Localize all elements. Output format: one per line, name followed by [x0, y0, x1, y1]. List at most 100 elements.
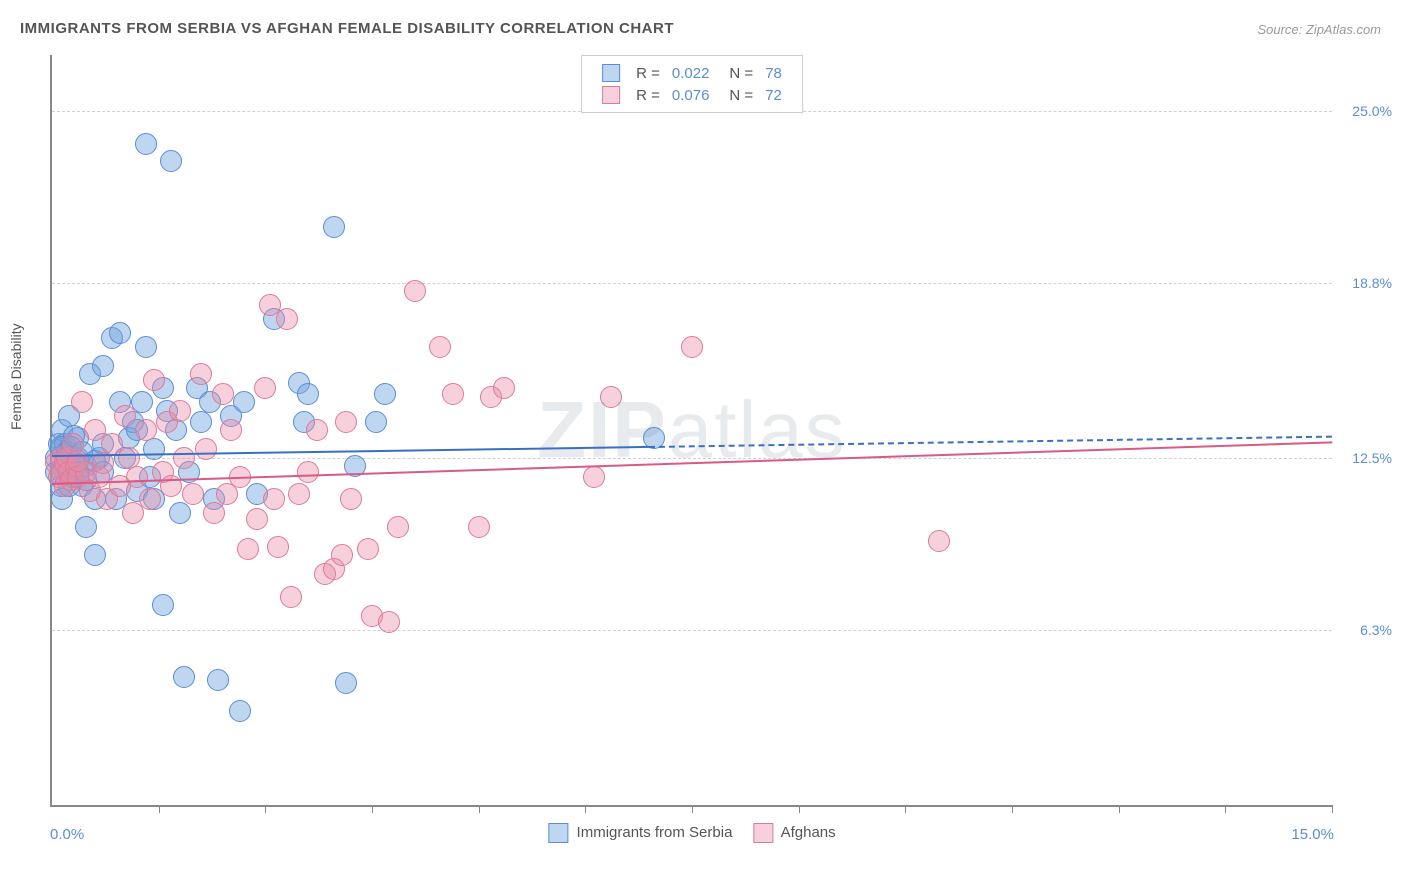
y-tick-label: 25.0%: [1337, 103, 1392, 119]
x-tick: [372, 805, 373, 813]
x-tick: [1225, 805, 1226, 813]
point-afghans: [583, 466, 605, 488]
point-afghans: [237, 538, 259, 560]
legend-row-afghans: R = 0.076 N = 72: [596, 84, 788, 106]
x-tick: [799, 805, 800, 813]
point-serbia: [109, 322, 131, 344]
point-afghans: [114, 405, 136, 427]
point-serbia: [143, 438, 165, 460]
swatch-serbia-bottom: [548, 823, 568, 843]
y-axis-label: Female Disability: [8, 323, 24, 430]
point-afghans: [169, 400, 191, 422]
gridline: [52, 630, 1332, 631]
y-tick-label: 12.5%: [1337, 450, 1392, 466]
point-afghans: [71, 391, 93, 413]
point-afghans: [429, 336, 451, 358]
x-tick: [1119, 805, 1120, 813]
point-afghans: [139, 488, 161, 510]
point-afghans: [442, 383, 464, 405]
swatch-afghans: [602, 86, 620, 104]
point-afghans: [378, 611, 400, 633]
point-afghans: [190, 363, 212, 385]
point-afghans: [357, 538, 379, 560]
point-afghans: [335, 411, 357, 433]
x-tick: [265, 805, 266, 813]
point-afghans: [203, 502, 225, 524]
point-afghans: [600, 386, 622, 408]
x-tick: [159, 805, 160, 813]
series-legend: Immigrants from Serbia Afghans: [548, 823, 835, 843]
r-value-afghans: 0.076: [666, 84, 716, 106]
point-afghans: [276, 308, 298, 330]
point-afghans: [297, 461, 319, 483]
x-tick: [1332, 805, 1333, 813]
n-value-afghans: 72: [759, 84, 788, 106]
point-serbia: [135, 133, 157, 155]
y-tick-label: 18.8%: [1337, 275, 1392, 291]
point-afghans: [135, 419, 157, 441]
point-serbia: [75, 516, 97, 538]
point-afghans: [195, 438, 217, 460]
point-afghans: [681, 336, 703, 358]
scatter-plot-area: ZIPatlas R = 0.022 N = 78 R = 0.076 N = …: [50, 55, 1332, 807]
point-serbia: [92, 355, 114, 377]
point-serbia: [233, 391, 255, 413]
point-serbia: [335, 672, 357, 694]
point-afghans: [404, 280, 426, 302]
x-tick: [1012, 805, 1013, 813]
point-afghans: [267, 536, 289, 558]
point-serbia: [374, 383, 396, 405]
point-afghans: [387, 516, 409, 538]
point-afghans: [263, 488, 285, 510]
swatch-afghans-bottom: [753, 823, 773, 843]
point-afghans: [173, 447, 195, 469]
point-serbia: [160, 150, 182, 172]
x-tick: [692, 805, 693, 813]
point-afghans: [254, 377, 276, 399]
point-afghans: [126, 466, 148, 488]
source-attribution: Source: ZipAtlas.com: [1257, 22, 1381, 37]
r-value-serbia: 0.022: [666, 62, 716, 84]
point-serbia: [365, 411, 387, 433]
legend-row-serbia: R = 0.022 N = 78: [596, 62, 788, 84]
point-serbia: [169, 502, 191, 524]
swatch-serbia: [602, 64, 620, 82]
gridline: [52, 283, 1332, 284]
point-afghans: [340, 488, 362, 510]
point-serbia: [84, 544, 106, 566]
point-serbia: [152, 594, 174, 616]
point-serbia: [323, 216, 345, 238]
x-axis-max-label: 15.0%: [1291, 826, 1334, 843]
point-afghans: [331, 544, 353, 566]
point-afghans: [220, 419, 242, 441]
point-afghans: [493, 377, 515, 399]
point-afghans: [288, 483, 310, 505]
point-afghans: [468, 516, 490, 538]
point-afghans: [143, 369, 165, 391]
point-afghans: [928, 530, 950, 552]
trendline-afghans: [52, 441, 1332, 485]
series-label-afghans: Afghans: [781, 824, 836, 841]
point-serbia: [207, 669, 229, 691]
x-tick: [905, 805, 906, 813]
point-serbia: [173, 666, 195, 688]
x-tick: [479, 805, 480, 813]
point-serbia: [229, 700, 251, 722]
point-afghans: [212, 383, 234, 405]
gridline: [52, 458, 1332, 459]
chart-title: IMMIGRANTS FROM SERBIA VS AFGHAN FEMALE …: [20, 20, 674, 37]
point-afghans: [246, 508, 268, 530]
point-serbia: [190, 411, 212, 433]
point-afghans: [67, 450, 89, 472]
x-tick: [585, 805, 586, 813]
point-serbia: [135, 336, 157, 358]
point-afghans: [182, 483, 204, 505]
point-serbia: [297, 383, 319, 405]
x-axis-min-label: 0.0%: [50, 826, 84, 843]
correlation-legend: R = 0.022 N = 78 R = 0.076 N = 72: [581, 55, 803, 113]
point-afghans: [280, 586, 302, 608]
point-afghans: [306, 419, 328, 441]
y-tick-label: 6.3%: [1337, 622, 1392, 638]
series-label-serbia: Immigrants from Serbia: [577, 824, 733, 841]
n-value-serbia: 78: [759, 62, 788, 84]
